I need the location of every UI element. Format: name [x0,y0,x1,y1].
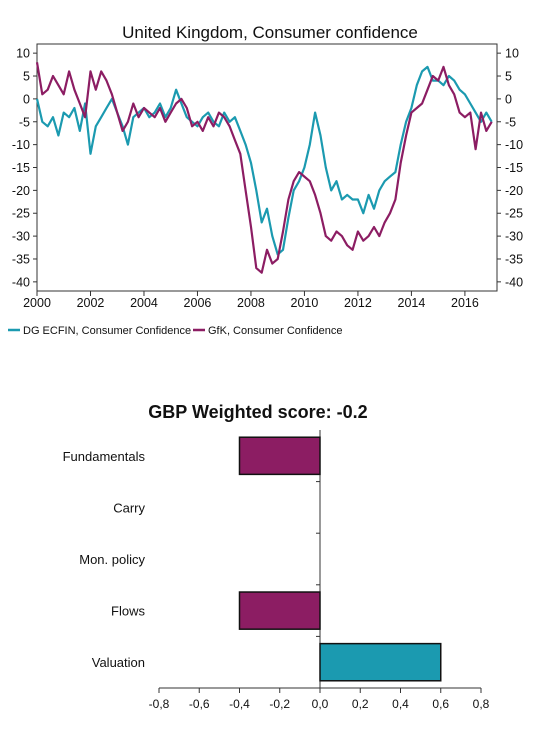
legend-label: DG ECFIN, Consumer Confidence [23,325,191,337]
y-tick-label-left: -35 [12,252,30,266]
y-tick-label-left: 10 [16,47,30,61]
consumer-confidence-line-chart: United Kingdom, Consumer confidence 10 10 5… [8,23,523,337]
y-tick-label-right: -20 [505,184,523,198]
y-tick-label-left: -25 [12,207,30,221]
category-label: Fundamentals [63,449,146,464]
x-tick-label: 2008 [237,296,265,310]
bar-valuation [319,642,442,682]
gfk-series-line [35,62,493,274]
y-tick-label-right: -15 [505,161,523,175]
y-tick-label-right: -5 [505,115,516,129]
bar-flows [238,591,321,630]
y-tick-label-right: -30 [505,230,523,244]
category-label: Flows [111,604,145,619]
x-tick-label: -0,4 [229,697,250,711]
y-tick-label-left: -15 [12,161,30,175]
category-label: Valuation [92,655,145,670]
y-tick-label-left: -30 [12,230,30,244]
x-tick-label: -0,6 [189,697,210,711]
x-tick-label: 2014 [398,296,426,310]
x-tick-label: -0,2 [269,697,290,711]
y-tick-label-left: 5 [23,70,30,84]
legend-label: GfK, Consumer Confidence [208,325,343,337]
x-tick-label: 0,6 [432,697,449,711]
y-tick-label-right: 10 [505,47,519,61]
y-tick-label-right: -25 [505,207,523,221]
x-tick-label: 2004 [130,296,158,310]
bar-fundamentals [238,436,321,476]
x-tick-label: 2010 [291,296,319,310]
gbp-weighted-score-bar-chart: GBP Weighted score: -0.2 -0,8 -0,6 -0,4 -0,2… [63,402,490,711]
y-tick-label-left: -5 [19,115,30,129]
dg-ecfin-series-line [35,65,493,256]
x-tick-label: 2016 [451,296,479,310]
x-tick-label: 2000 [23,296,51,310]
x-tick-label: 0,4 [392,697,409,711]
x-tick-label: -0,8 [149,697,170,711]
y-tick-label-right: 0 [505,92,512,106]
x-tick-label: 2006 [184,296,212,310]
line-chart-title: United Kingdom, Consumer confidence [122,23,418,42]
x-tick-label: 0,0 [312,697,329,711]
y-tick-label-left: -20 [12,184,30,198]
bar-chart-title: GBP Weighted score: -0.2 [148,402,367,422]
x-tick-label: 0,8 [473,697,490,711]
y-tick-label-right: -10 [505,138,523,152]
y-tick-label-right: 5 [505,70,512,84]
y-tick-label-right: -35 [505,252,523,266]
x-tick-label: 2002 [77,296,105,310]
category-label: Mon. policy [79,552,145,567]
x-tick-label: 0,2 [352,697,369,711]
y-tick-label-right: -40 [505,275,523,289]
y-tick-label-left: -10 [12,138,30,152]
x-tick-label: 2012 [344,296,372,310]
y-tick-label-left: 0 [23,92,30,106]
y-tick-label-left: -40 [12,275,30,289]
category-label: Carry [113,500,145,515]
